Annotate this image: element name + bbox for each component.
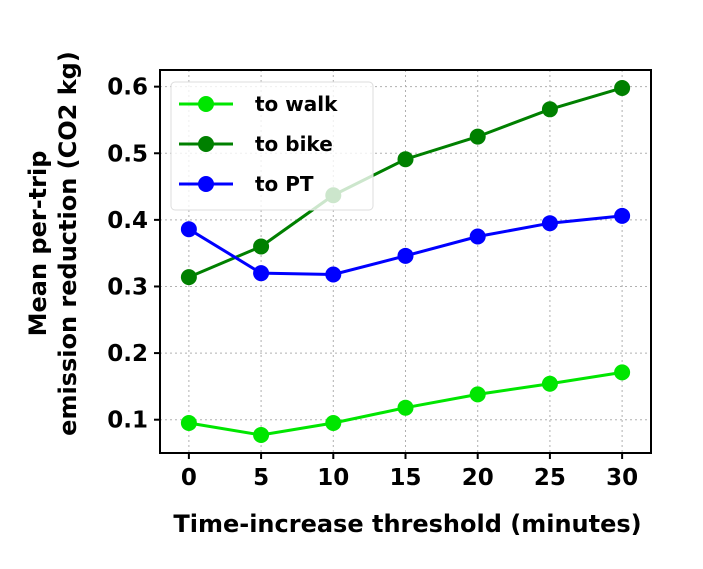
data-point-to-walk	[541, 375, 558, 392]
legend-box	[170, 81, 374, 211]
x-axis-label: Time-increase threshold (minutes)	[173, 510, 641, 538]
y-tick-label: 0.4	[107, 208, 148, 234]
legend-label-to-bike: to bike	[255, 132, 333, 156]
x-tick-label: 20	[462, 465, 494, 491]
data-point-to-walk	[397, 399, 414, 416]
data-point-to-bike	[614, 79, 631, 96]
x-tick-label: 10	[317, 465, 349, 491]
data-point-to-bike	[253, 238, 270, 255]
data-point-to-walk	[253, 427, 270, 444]
data-point-to-pt	[541, 215, 558, 232]
data-point-to-bike	[541, 101, 558, 118]
x-tick-label: 15	[389, 465, 421, 491]
y-axis-label-line: Mean per-trip	[24, 151, 52, 337]
data-point-to-walk	[614, 364, 631, 381]
legend-marker-to-pt	[198, 176, 214, 192]
y-tick-label: 0.5	[107, 141, 148, 167]
y-axis-label-line: emission reduction (CO2 kg)	[54, 51, 82, 436]
series-to-pt	[180, 207, 631, 283]
data-point-to-pt	[253, 265, 270, 282]
axis-ticks: 0 5 10 15 20 25 30 0.1 0.2 0.3 0.4 0.5 0.6	[107, 75, 638, 491]
data-point-to-pt	[614, 207, 631, 224]
x-tick-label: 25	[534, 465, 566, 491]
data-point-to-walk	[469, 386, 486, 403]
x-tick-label: 5	[253, 465, 269, 491]
legend-label-to-walk: to walk	[255, 92, 338, 116]
x-tick-label: 30	[606, 465, 638, 491]
data-point-to-bike	[397, 151, 414, 168]
legend-label-to-pt: to PT	[255, 172, 314, 196]
x-tick-label: 0	[181, 465, 197, 491]
data-point-to-walk	[325, 415, 342, 432]
y-axis-label: Mean per-tripemission reduction (CO2 kg)	[24, 51, 82, 436]
y-tick-label: 0.2	[107, 341, 148, 367]
data-point-to-pt	[397, 247, 414, 264]
series-to-walk	[180, 364, 631, 444]
data-point-to-walk	[180, 415, 197, 432]
y-tick-label: 0.6	[107, 75, 148, 101]
legend-marker-to-walk	[198, 96, 214, 112]
legend-marker-to-bike	[198, 136, 214, 152]
data-point-to-pt	[469, 228, 486, 245]
data-point-to-pt	[325, 266, 342, 283]
y-tick-label: 0.3	[107, 274, 148, 300]
y-tick-label: 0.1	[107, 408, 148, 434]
legend: to walk to bike to PT	[170, 81, 374, 211]
data-point-to-pt	[180, 221, 197, 238]
data-point-to-bike	[469, 128, 486, 145]
data-point-to-bike	[180, 269, 197, 286]
